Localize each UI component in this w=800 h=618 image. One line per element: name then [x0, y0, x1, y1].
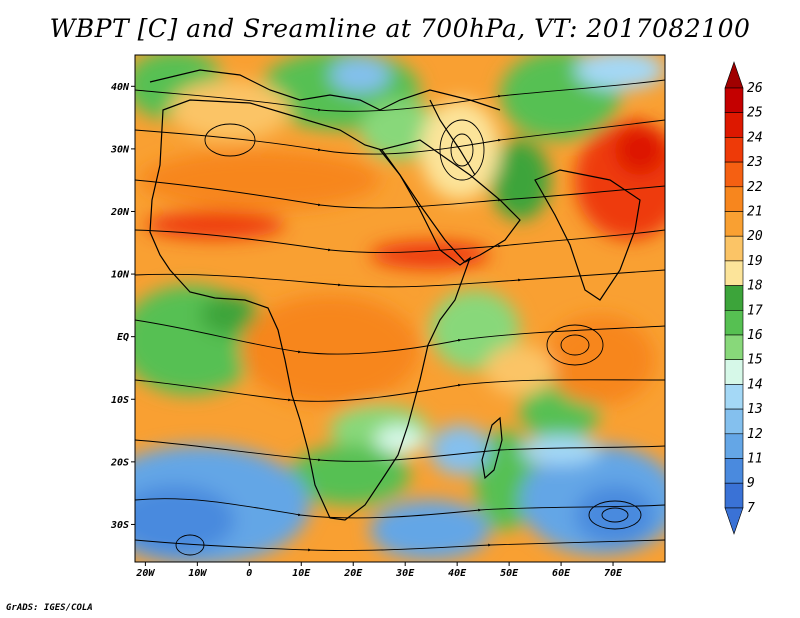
colorbar-swatch	[724, 384, 744, 410]
colorbar-label-23: 23	[747, 155, 763, 170]
lon-label-10E: 10E	[292, 568, 311, 579]
longitude-labels: 20W 10W 0 10E 20E 30E 40E 50E 60E 70E	[135, 562, 623, 579]
lon-label-60E: 60E	[552, 568, 571, 579]
colorbar-label-7: 7	[747, 501, 755, 516]
grads-credit: GrADS: IGES/COLA	[6, 603, 93, 613]
colorbar-label-25: 25	[747, 106, 763, 121]
colorbar-swatch	[724, 137, 744, 163]
lat-label-20S: 20S	[110, 457, 129, 468]
lon-label-50E: 50E	[500, 568, 519, 579]
chart-title: WBPT [C] and Sreamline at 700hPa, VT: 20…	[49, 14, 751, 43]
lat-label-40N: 40N	[111, 82, 130, 93]
lat-label-20N: 20N	[110, 207, 130, 218]
wbpt-field	[135, 55, 665, 562]
colorbar-label-24: 24	[747, 130, 763, 145]
colorbar-lower-arrow	[724, 507, 744, 535]
streamlines	[135, 79, 665, 556]
colorbar-swatch	[724, 482, 744, 509]
lon-label-20E: 20E	[343, 568, 363, 579]
colorbar-label-11: 11	[747, 452, 763, 467]
colorbar-upper-arrow	[724, 61, 744, 89]
colorbar-swatch	[724, 235, 744, 262]
lon-label-40E: 40E	[448, 568, 467, 579]
lon-label-0: 0	[246, 568, 252, 579]
colorbar-swatch	[724, 408, 744, 435]
colorbar-swatch	[724, 458, 744, 484]
colorbar-swatch	[724, 211, 744, 237]
latitude-labels: 40N 30N 20N 10N EQ 10S 20S 30S	[110, 82, 135, 531]
colorbar-label-18: 18	[747, 279, 763, 294]
colorbar-swatch	[724, 260, 744, 286]
map-frame	[134, 54, 666, 563]
colorbar-swatch	[724, 334, 744, 361]
colorbar-label-22: 22	[747, 180, 763, 195]
lat-label-EQ: EQ	[117, 332, 129, 343]
lat-label-30N: 30N	[110, 144, 130, 155]
colorbar-label-20: 20	[747, 229, 763, 244]
lon-label-10W: 10W	[188, 568, 207, 579]
colorbar-label-26: 26	[747, 81, 763, 96]
colorbar-swatch	[724, 359, 744, 385]
colorbar-swatch	[724, 161, 744, 188]
colorbar-label-21: 21	[747, 205, 763, 220]
lat-label-10S: 10S	[111, 395, 129, 406]
colorbar: 26 25 24 23 22 21 20 19 18 17 16 15 14 13 12 11 9 7	[724, 61, 763, 535]
colorbar-swatch	[724, 186, 744, 212]
colorbar-swatch	[724, 433, 744, 459]
colorbar-label-16: 16	[747, 328, 763, 343]
colorbar-label-15: 15	[747, 353, 763, 368]
colorbar-label-14: 14	[747, 377, 763, 392]
colorbar-swatch	[724, 309, 744, 336]
lon-label-20W: 20W	[135, 568, 155, 579]
colorbar-label-12: 12	[747, 427, 763, 442]
lat-label-10N: 10N	[111, 270, 130, 281]
colorbar-swatch	[724, 285, 744, 311]
colorbar-label-9: 9	[747, 476, 755, 491]
lon-label-70E: 70E	[604, 568, 623, 579]
lat-label-30S: 30S	[110, 520, 129, 531]
colorbar-swatch	[724, 112, 744, 138]
colorbar-label-13: 13	[747, 402, 763, 417]
colorbar-label-19: 19	[747, 254, 763, 269]
lon-label-30E: 30E	[395, 568, 415, 579]
colorbar-label-17: 17	[747, 303, 763, 318]
colorbar-swatch	[724, 87, 744, 114]
